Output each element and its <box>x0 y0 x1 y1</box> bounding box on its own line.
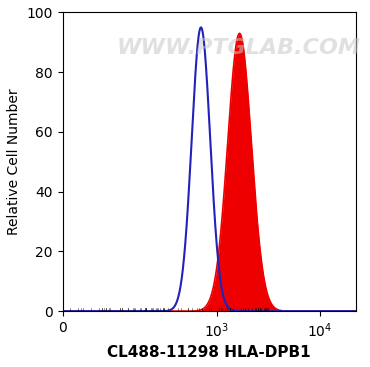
Text: WWW.PTGLAB.COM: WWW.PTGLAB.COM <box>117 38 360 58</box>
Y-axis label: Relative Cell Number: Relative Cell Number <box>7 88 21 235</box>
X-axis label: CL488-11298 HLA-DPB1: CL488-11298 HLA-DPB1 <box>107 345 311 360</box>
